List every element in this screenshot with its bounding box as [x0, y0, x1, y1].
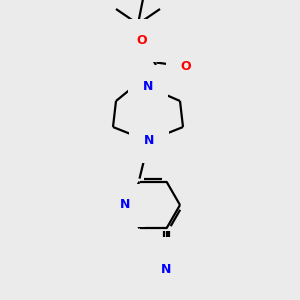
Text: O: O	[137, 34, 147, 46]
Text: N: N	[161, 263, 172, 276]
Text: N: N	[143, 80, 153, 92]
Text: O: O	[181, 61, 191, 74]
Text: C: C	[162, 252, 171, 265]
Text: N: N	[120, 199, 130, 212]
Text: N: N	[144, 134, 154, 148]
